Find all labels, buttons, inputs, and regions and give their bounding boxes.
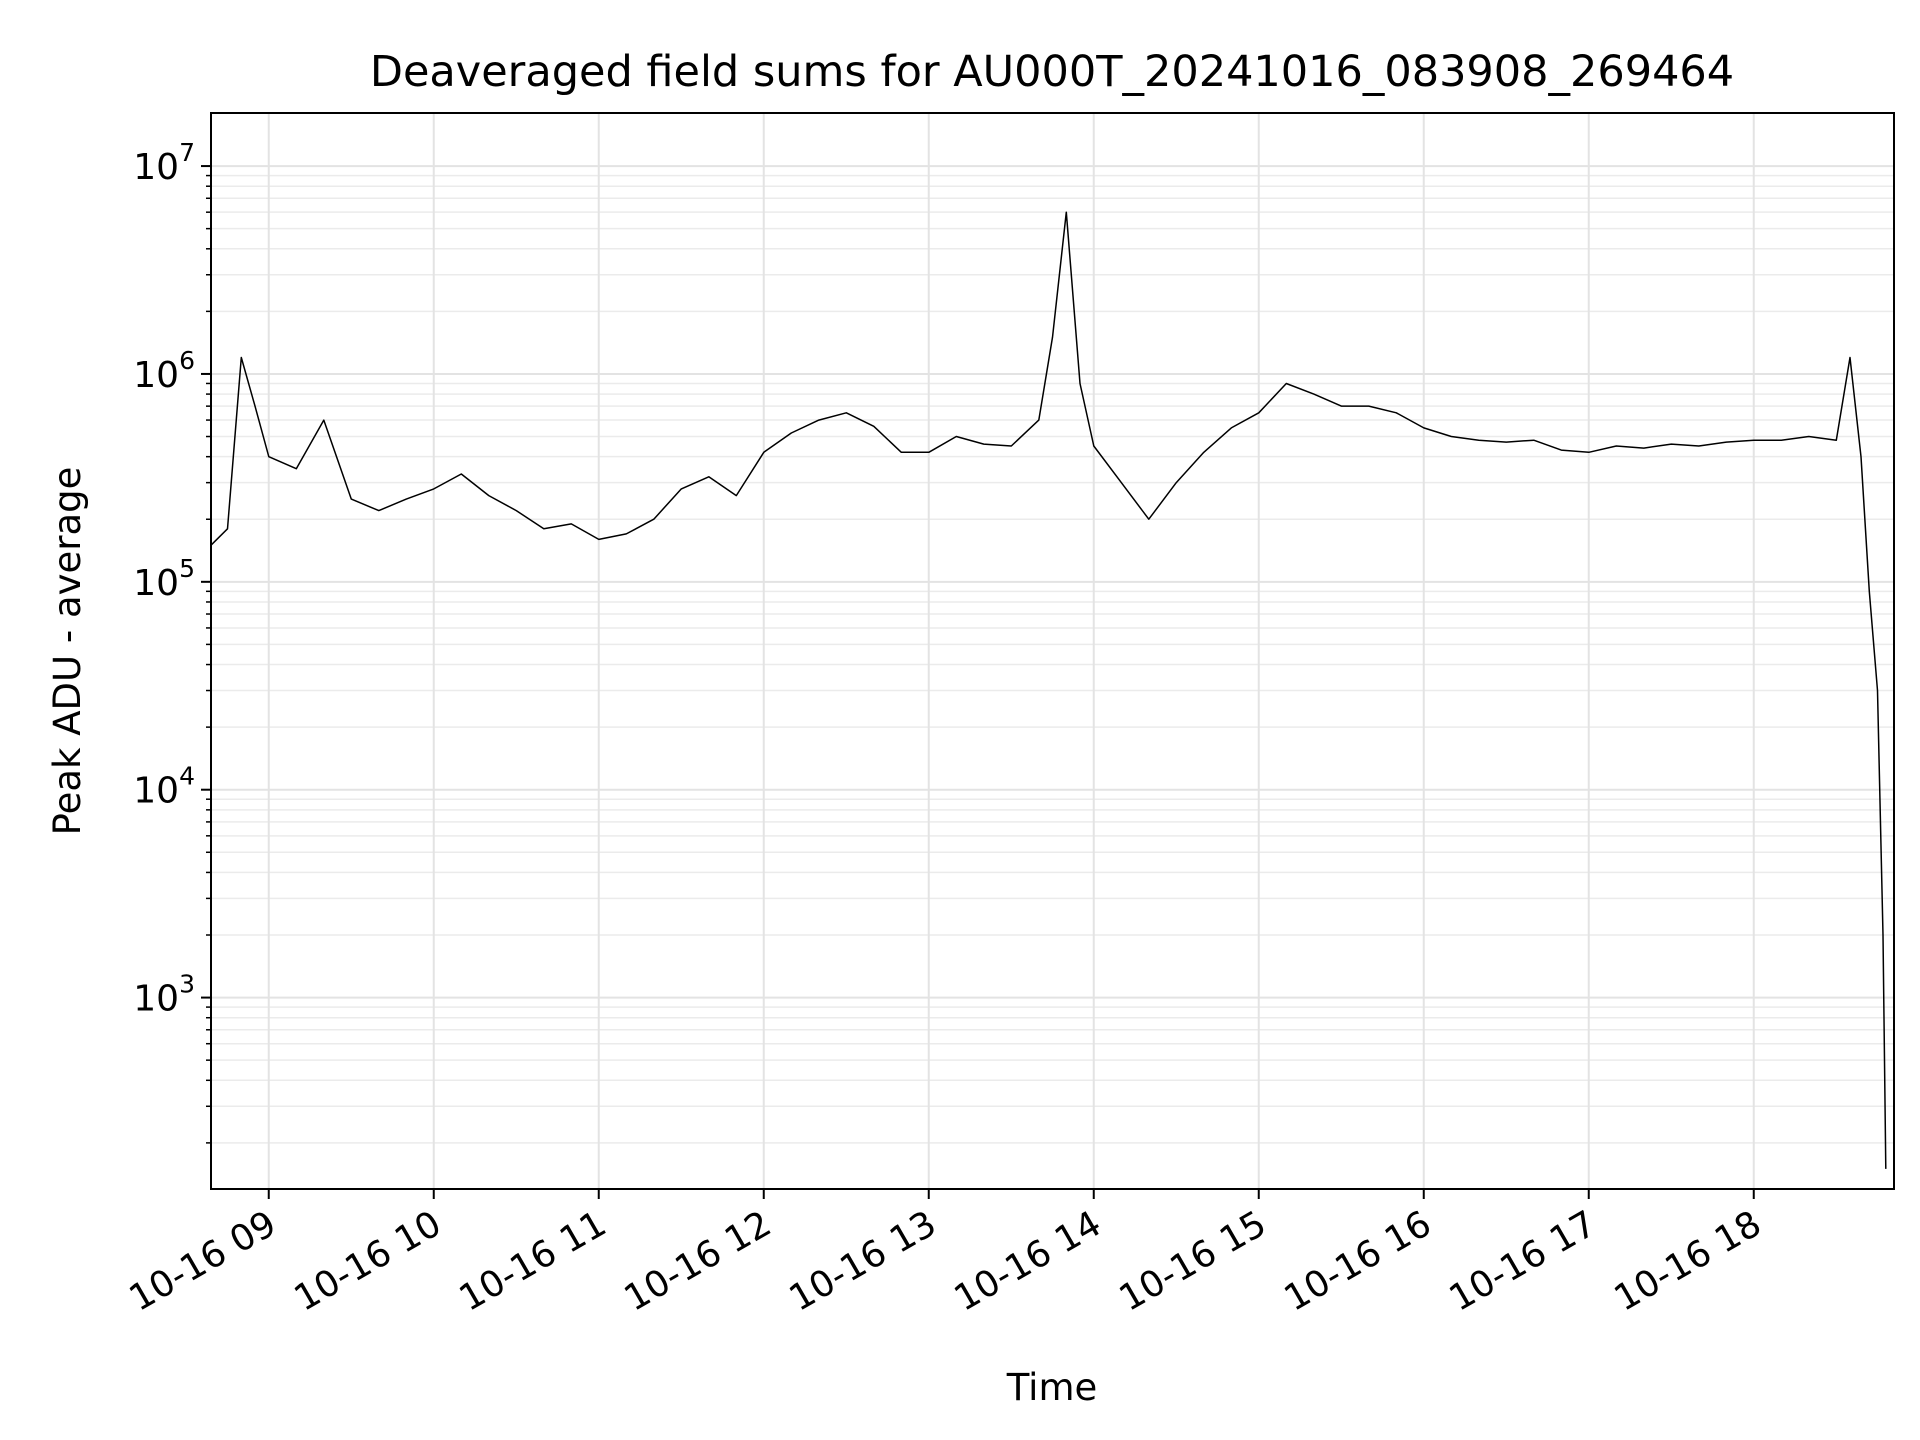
y-tick-label: 104	[133, 762, 195, 812]
x-axis-label: Time	[1006, 1366, 1098, 1409]
y-tick-label: 106	[133, 346, 195, 396]
y-tick-label: 105	[133, 554, 195, 604]
y-axis-label: Peak ADU - average	[46, 467, 89, 836]
series-line	[210, 211, 1887, 1169]
major-gridlines	[211, 113, 1894, 1189]
minor-gridlines	[211, 174, 1894, 1144]
y-tick-label: 107	[133, 138, 195, 188]
series-layer	[210, 211, 1887, 1169]
plot-frame	[210, 112, 1895, 1190]
y-axis: 103 104 105 106 107	[133, 138, 211, 1144]
y-tick-label: 103	[133, 970, 195, 1020]
chart-title: Deaveraged field sums for AU000T_2024101…	[370, 47, 1734, 97]
